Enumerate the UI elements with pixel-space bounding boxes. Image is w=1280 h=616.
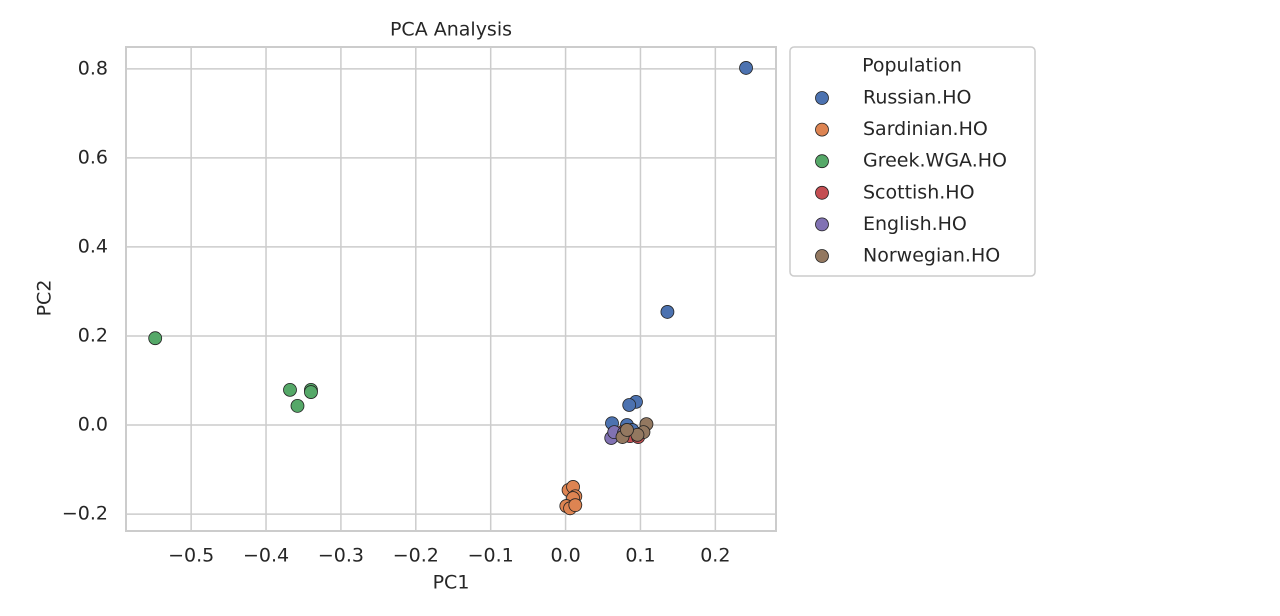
x-axis-label: PC1 xyxy=(433,572,470,594)
x-tick-label: 0.1 xyxy=(625,545,655,567)
legend-label: Sardinian.HO xyxy=(863,118,988,140)
legend-marker xyxy=(815,122,829,137)
legend-label: Greek.WGA.HO xyxy=(863,150,1007,172)
x-tick-label: −0.4 xyxy=(243,545,289,567)
x-tick-label: −0.3 xyxy=(318,545,364,567)
legend-marker xyxy=(815,91,829,105)
y-tick-label: 0.6 xyxy=(78,146,108,168)
point xyxy=(568,498,583,513)
plot-frame xyxy=(125,46,777,532)
y-tick-label: 0.0 xyxy=(78,414,108,436)
x-tick-label: 0.0 xyxy=(550,545,580,567)
x-tick-label: −0.2 xyxy=(393,545,439,567)
point xyxy=(620,423,634,437)
legend-label: Russian.HO xyxy=(863,87,971,109)
legend-box xyxy=(789,46,1036,277)
y-axis-label: PC2 xyxy=(34,280,56,317)
chart-title: PCA Analysis xyxy=(390,19,512,41)
legend-marker xyxy=(815,249,829,263)
legend-marker xyxy=(815,217,829,232)
point xyxy=(290,398,305,413)
point xyxy=(304,385,318,399)
point xyxy=(660,305,675,319)
legend-label: English.HO xyxy=(863,213,967,235)
legend-marker xyxy=(815,154,829,169)
legend-label: Scottish.HO xyxy=(863,181,975,203)
point xyxy=(622,398,637,412)
point xyxy=(148,331,163,346)
y-tick-label: 0.2 xyxy=(78,324,108,346)
point xyxy=(739,61,753,75)
y-tick-label: 0.4 xyxy=(78,235,108,257)
y-tick-label: −0.2 xyxy=(62,503,108,525)
x-tick-label: −0.5 xyxy=(168,545,214,567)
x-tick-label: −0.1 xyxy=(468,545,514,567)
y-tick-label: 0.8 xyxy=(78,57,108,79)
x-tick-label: 0.2 xyxy=(700,545,730,567)
legend-label: Norwegian.HO xyxy=(863,245,1000,267)
point xyxy=(283,382,297,397)
legend-marker xyxy=(815,185,829,200)
legend-title: Population xyxy=(862,55,962,77)
